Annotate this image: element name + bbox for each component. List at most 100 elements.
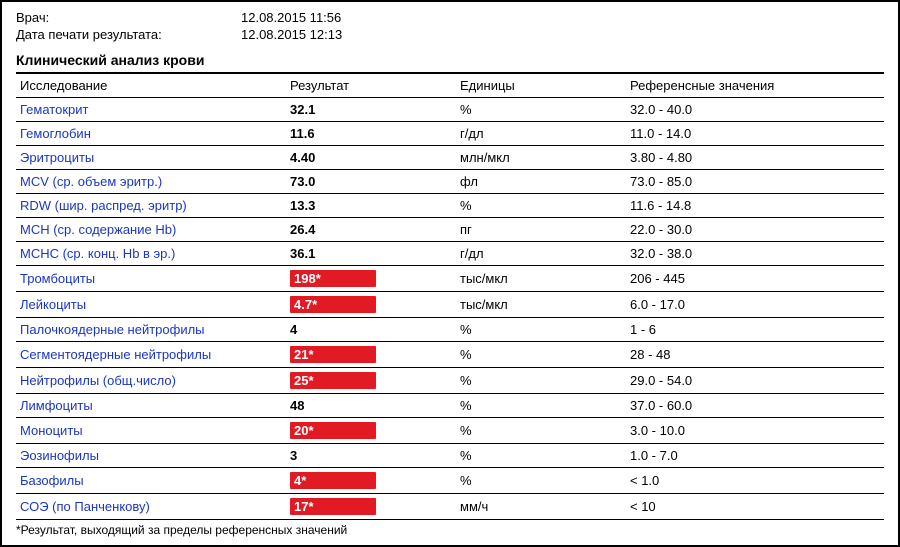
table-row: Базофилы4*%< 1.0 <box>16 468 884 494</box>
meta-print-row: Дата печати результата: 12.08.2015 12:13 <box>16 27 884 42</box>
test-ref: 1 - 6 <box>626 318 884 342</box>
test-result: 20* <box>286 418 456 444</box>
test-name: Моноциты <box>16 418 286 444</box>
table-row: MCH (ср. содержание Hb)26.4пг22.0 - 30.0 <box>16 218 884 242</box>
test-ref: 29.0 - 54.0 <box>626 368 884 394</box>
test-result: 32.1 <box>286 98 456 122</box>
test-ref: 28 - 48 <box>626 342 884 368</box>
test-name: RDW (шир. распред. эритр) <box>16 194 286 218</box>
meta-doctor-value: 12.08.2015 11:56 <box>241 10 341 25</box>
test-units: % <box>456 444 626 468</box>
test-units: пг <box>456 218 626 242</box>
header-ref: Референсные значения <box>626 73 884 98</box>
result-value: 32.1 <box>290 102 315 117</box>
test-units: фл <box>456 170 626 194</box>
test-units: г/дл <box>456 242 626 266</box>
table-row: MCHC (ср. конц. Hb в эр.)36.1г/дл32.0 - … <box>16 242 884 266</box>
table-row: Лимфоциты48%37.0 - 60.0 <box>16 394 884 418</box>
test-name: СОЭ (по Панченкову) <box>16 494 286 520</box>
test-name: Лейкоциты <box>16 292 286 318</box>
header-units: Единицы <box>456 73 626 98</box>
test-units: тыс/мкл <box>456 292 626 318</box>
test-units: г/дл <box>456 122 626 146</box>
table-row: Гематокрит 32.1%32.0 - 40.0 <box>16 98 884 122</box>
test-name: Гематокрит <box>16 98 286 122</box>
test-result: 26.4 <box>286 218 456 242</box>
table-row: СОЭ (по Панченкову)17*мм/ч< 10 <box>16 494 884 520</box>
test-name: Лимфоциты <box>16 394 286 418</box>
test-name: Гемоглобин <box>16 122 286 146</box>
test-result: 36.1 <box>286 242 456 266</box>
test-result: 73.0 <box>286 170 456 194</box>
result-flag: 21* <box>290 346 376 363</box>
test-name: Нейтрофилы (общ.число) <box>16 368 286 394</box>
test-ref: 11.0 - 14.0 <box>626 122 884 146</box>
test-result: 4.40 <box>286 146 456 170</box>
result-value: 4.40 <box>290 150 315 165</box>
result-value: 48 <box>290 398 304 413</box>
table-row: Лейкоциты4.7* тыс/мкл6.0 - 17.0 <box>16 292 884 318</box>
test-units: % <box>456 368 626 394</box>
test-result: 11.6 <box>286 122 456 146</box>
test-result: 3 <box>286 444 456 468</box>
table-row: Тромбоциты198* тыс/мкл206 - 445 <box>16 266 884 292</box>
test-name: Тромбоциты <box>16 266 286 292</box>
result-flag: 17* <box>290 498 376 515</box>
results-table: Исследование Результат Единицы Референсн… <box>16 72 884 520</box>
test-result: 4* <box>286 468 456 494</box>
result-value: 4 <box>290 322 297 337</box>
result-value: 13.3 <box>290 198 315 213</box>
result-value: 36.1 <box>290 246 315 261</box>
test-result: 17* <box>286 494 456 520</box>
result-flag: 25* <box>290 372 376 389</box>
header-result: Результат <box>286 73 456 98</box>
table-row: Нейтрофилы (общ.число)25*%29.0 - 54.0 <box>16 368 884 394</box>
test-result: 4 <box>286 318 456 342</box>
test-result: 25* <box>286 368 456 394</box>
result-value: 26.4 <box>290 222 315 237</box>
test-ref: 3.80 - 4.80 <box>626 146 884 170</box>
section-title: Клинический анализ крови <box>16 52 884 68</box>
table-row: RDW (шир. распред. эритр) 13.3%11.6 - 14.… <box>16 194 884 218</box>
result-value: 73.0 <box>290 174 315 189</box>
test-units: % <box>456 98 626 122</box>
meta-doctor-row: Врач: 12.08.2015 11:56 <box>16 10 884 25</box>
test-name: Сегментоядерные нейтрофилы <box>16 342 286 368</box>
table-row: Эритроциты4.40млн/мкл3.80 - 4.80 <box>16 146 884 170</box>
test-ref: < 10 <box>626 494 884 520</box>
result-flag: 20* <box>290 422 376 439</box>
test-name: Базофилы <box>16 468 286 494</box>
footnote: *Результат, выходящий за пределы референ… <box>16 523 884 537</box>
test-result: 13.3 <box>286 194 456 218</box>
report-page: Врач: 12.08.2015 11:56 Дата печати резул… <box>0 0 900 547</box>
result-value: 3 <box>290 448 297 463</box>
header-name: Исследование <box>16 73 286 98</box>
table-row: Моноциты20*%3.0 - 10.0 <box>16 418 884 444</box>
test-ref: 6.0 - 17.0 <box>626 292 884 318</box>
test-name: Эозинофилы <box>16 444 286 468</box>
test-ref: 3.0 - 10.0 <box>626 418 884 444</box>
test-ref: 11.6 - 14.8 <box>626 194 884 218</box>
table-body: Гематокрит32.1%32.0 - 40.0Гемоглобин11.6… <box>16 98 884 520</box>
result-flag: 4.7* <box>290 296 376 313</box>
test-ref: 32.0 - 40.0 <box>626 98 884 122</box>
test-name: Палочкоядерные нейтрофилы <box>16 318 286 342</box>
test-units: тыс/мкл <box>456 266 626 292</box>
test-units: млн/мкл <box>456 146 626 170</box>
test-ref: 1.0 - 7.0 <box>626 444 884 468</box>
test-ref: < 1.0 <box>626 468 884 494</box>
test-units: % <box>456 394 626 418</box>
result-flag: 198* <box>290 270 376 287</box>
meta-print-label: Дата печати результата: <box>16 27 241 42</box>
test-ref: 206 - 445 <box>626 266 884 292</box>
test-result: 4.7* <box>286 292 456 318</box>
test-result: 48 <box>286 394 456 418</box>
meta-doctor-label: Врач: <box>16 10 241 25</box>
test-result: 198* <box>286 266 456 292</box>
test-units: % <box>456 194 626 218</box>
table-row: Палочкоядерные нейтрофилы4%1 - 6 <box>16 318 884 342</box>
test-ref: 73.0 - 85.0 <box>626 170 884 194</box>
result-flag: 4* <box>290 472 376 489</box>
test-units: % <box>456 342 626 368</box>
test-units: % <box>456 468 626 494</box>
